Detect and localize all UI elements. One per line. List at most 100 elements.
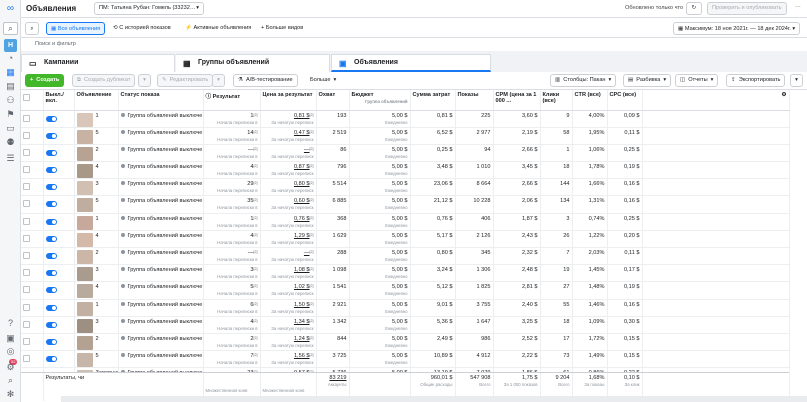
row-select-cell[interactable] <box>21 350 44 369</box>
overview-icon[interactable]: ◔ <box>7 53 14 63</box>
row-checkbox[interactable] <box>23 320 30 328</box>
table-row[interactable]: 5 Группа объявлений выключе 7[2] Начала пер… <box>21 350 790 369</box>
ad-name-cell[interactable]: 1 <box>74 213 119 231</box>
horizontal-scrollbar[interactable] <box>61 396 807 402</box>
select-all-header[interactable] <box>21 90 44 111</box>
row-select-cell[interactable] <box>21 195 44 214</box>
delivery-toggle[interactable] <box>45 270 57 277</box>
refresh-button[interactable]: ↻ <box>686 2 702 15</box>
ab-test-button[interactable]: ⚗ A/B-тестирование <box>233 74 298 87</box>
ad-name-cell[interactable]: 2 <box>74 333 119 352</box>
row-checkbox[interactable] <box>23 337 30 345</box>
row-checkbox[interactable] <box>23 252 30 259</box>
delivery-toggle[interactable] <box>45 235 57 242</box>
row-toggle-cell[interactable] <box>43 110 75 128</box>
history-filter[interactable]: ⟲ С историей показов <box>109 22 175 35</box>
ad-name-cell[interactable]: 3 <box>74 264 119 283</box>
table-row[interactable]: 2 Группа объявлений выключе 2[2] Начала пер… <box>21 333 790 352</box>
row-checkbox[interactable] <box>23 166 30 174</box>
row-toggle-cell[interactable] <box>43 299 75 317</box>
row-checkbox[interactable] <box>23 131 30 139</box>
create-button[interactable]: + Создать <box>25 74 65 87</box>
all-ads-filter[interactable]: ▦ Все объявления <box>46 22 106 35</box>
settings-icon[interactable]: ⚙ <box>6 362 15 372</box>
account-selector[interactable]: ПМ: Татьяна Рубан: Гомель (33232… ▾ <box>94 2 204 15</box>
row-checkbox[interactable] <box>23 269 30 277</box>
columns-button[interactable]: ▥ Столбцы: Пакан ▾ <box>550 74 617 87</box>
breakdown-button[interactable]: ▤ Разбивка ▾ <box>623 74 672 87</box>
bug-icon[interactable]: ✻ <box>6 389 15 399</box>
table-row[interactable]: 4 Группа объявлений выключе 4[2] Начала пер… <box>21 161 790 180</box>
row-checkbox[interactable] <box>23 114 30 122</box>
table-row[interactable]: 2 Группа объявлений выключе —[2] Начала пер… <box>21 144 790 163</box>
ad-name-cell[interactable]: 4 <box>74 161 119 180</box>
ad-name-cell[interactable]: 5 <box>74 350 119 369</box>
delivery-toggle[interactable] <box>45 356 57 363</box>
export-menu-button[interactable]: ▾ <box>790 74 803 87</box>
row-select-cell[interactable] <box>21 230 44 249</box>
row-checkbox[interactable] <box>23 286 30 294</box>
ad-name-cell[interactable]: 1 <box>74 110 119 128</box>
col-ctr[interactable]: CTR (все) <box>572 90 608 111</box>
row-select-cell[interactable] <box>21 161 44 180</box>
delivery-toggle[interactable] <box>45 287 57 294</box>
more-actions-button[interactable]: Больше ▾ <box>306 74 341 87</box>
ad-name-cell[interactable]: 3 <box>74 178 119 197</box>
row-select-cell[interactable] <box>21 264 44 283</box>
ad-name-cell[interactable]: 2 <box>74 144 119 163</box>
publish-button[interactable]: Проверить и опубликовать <box>707 2 787 15</box>
col-clicks[interactable]: Клики (все) <box>540 90 573 111</box>
delivery-toggle[interactable] <box>45 132 57 139</box>
ad-name-cell[interactable]: 4 <box>74 230 119 249</box>
pages-icon[interactable]: ▤ <box>6 81 15 91</box>
date-range-picker[interactable]: ▦ Максимум: 18 ноя 2021г. — 18 дек 2024г… <box>673 22 801 35</box>
col-cpc[interactable]: CPC (все) <box>607 90 643 111</box>
audience-icon[interactable]: ⚇ <box>6 95 15 105</box>
col-budget[interactable]: Бюджет Группа объявлений <box>349 90 411 111</box>
export-button[interactable]: ⇪ Экспортировать <box>726 74 786 87</box>
table-row[interactable]: 5 Группа объявлений выключе 14[2] Начала пе… <box>21 127 790 145</box>
search-toggle-button[interactable]: ⌕ <box>25 22 39 35</box>
row-checkbox[interactable] <box>23 200 30 208</box>
row-select-cell[interactable] <box>21 110 44 128</box>
reports-button[interactable]: ◫ Отчеты ▾ <box>675 74 719 87</box>
ad-name-cell[interactable]: 3 <box>74 316 119 334</box>
row-toggle-cell[interactable] <box>43 247 75 266</box>
table-row[interactable]: 1 Группа объявлений выключе 1[2] Начала пер… <box>21 213 790 231</box>
delivery-toggle[interactable] <box>45 304 57 311</box>
people-icon[interactable]: ⚉ <box>6 137 15 147</box>
table-row[interactable]: 5 Группа объявлений выключе 35[2] Начала пе… <box>21 195 790 214</box>
table-row[interactable]: 3 Группа объявлений выключе 29[2] Начала пе… <box>21 178 790 197</box>
row-checkbox[interactable] <box>23 234 30 242</box>
delivery-toggle[interactable] <box>45 218 57 225</box>
row-checkbox[interactable] <box>23 355 30 363</box>
row-select-cell[interactable] <box>21 178 44 197</box>
row-toggle-cell[interactable] <box>43 316 75 334</box>
row-select-cell[interactable] <box>21 299 44 317</box>
reports-icon[interactable]: ▣ <box>6 333 15 343</box>
table-row[interactable]: 1 Группа объявлений выключе 1[2] Начала пер… <box>21 110 790 128</box>
ad-name-cell[interactable]: 5 <box>74 195 119 214</box>
duplicate-button[interactable]: ⧉ Создать дубликат <box>72 74 136 87</box>
delivery-toggle[interactable] <box>45 338 57 345</box>
row-checkbox[interactable] <box>23 217 30 225</box>
table-row[interactable]: 1 Группа объявлений выключе 6[2] Начала пер… <box>21 299 790 317</box>
help-icon[interactable]: ? <box>7 318 13 328</box>
ad-name-cell[interactable]: 1 <box>74 299 119 317</box>
delivery-toggle[interactable] <box>45 184 57 191</box>
table-row[interactable]: 3 Группа объявлений выключе 3[2] Начала пер… <box>21 264 790 283</box>
col-cost-per-result[interactable]: Цена за результат <box>260 90 317 111</box>
row-checkbox[interactable] <box>23 303 30 311</box>
row-select-cell[interactable] <box>21 316 44 334</box>
search-nav-icon[interactable]: ⌕ <box>7 375 14 385</box>
search-icon[interactable]: ⌕ <box>3 22 18 35</box>
row-toggle-cell[interactable] <box>43 230 75 249</box>
active-filter[interactable]: ⚡ Активные объявления <box>181 22 255 35</box>
col-cpm[interactable]: CPM (цена за 1 000 ... <box>493 90 541 111</box>
col-spend[interactable]: Сумма затрат <box>410 90 456 111</box>
delivery-toggle[interactable] <box>45 201 57 208</box>
row-toggle-cell[interactable] <box>43 127 75 145</box>
row-toggle-cell[interactable] <box>43 213 75 231</box>
row-select-cell[interactable] <box>21 247 44 266</box>
col-result[interactable]: ⓘ Результат <box>203 90 261 111</box>
